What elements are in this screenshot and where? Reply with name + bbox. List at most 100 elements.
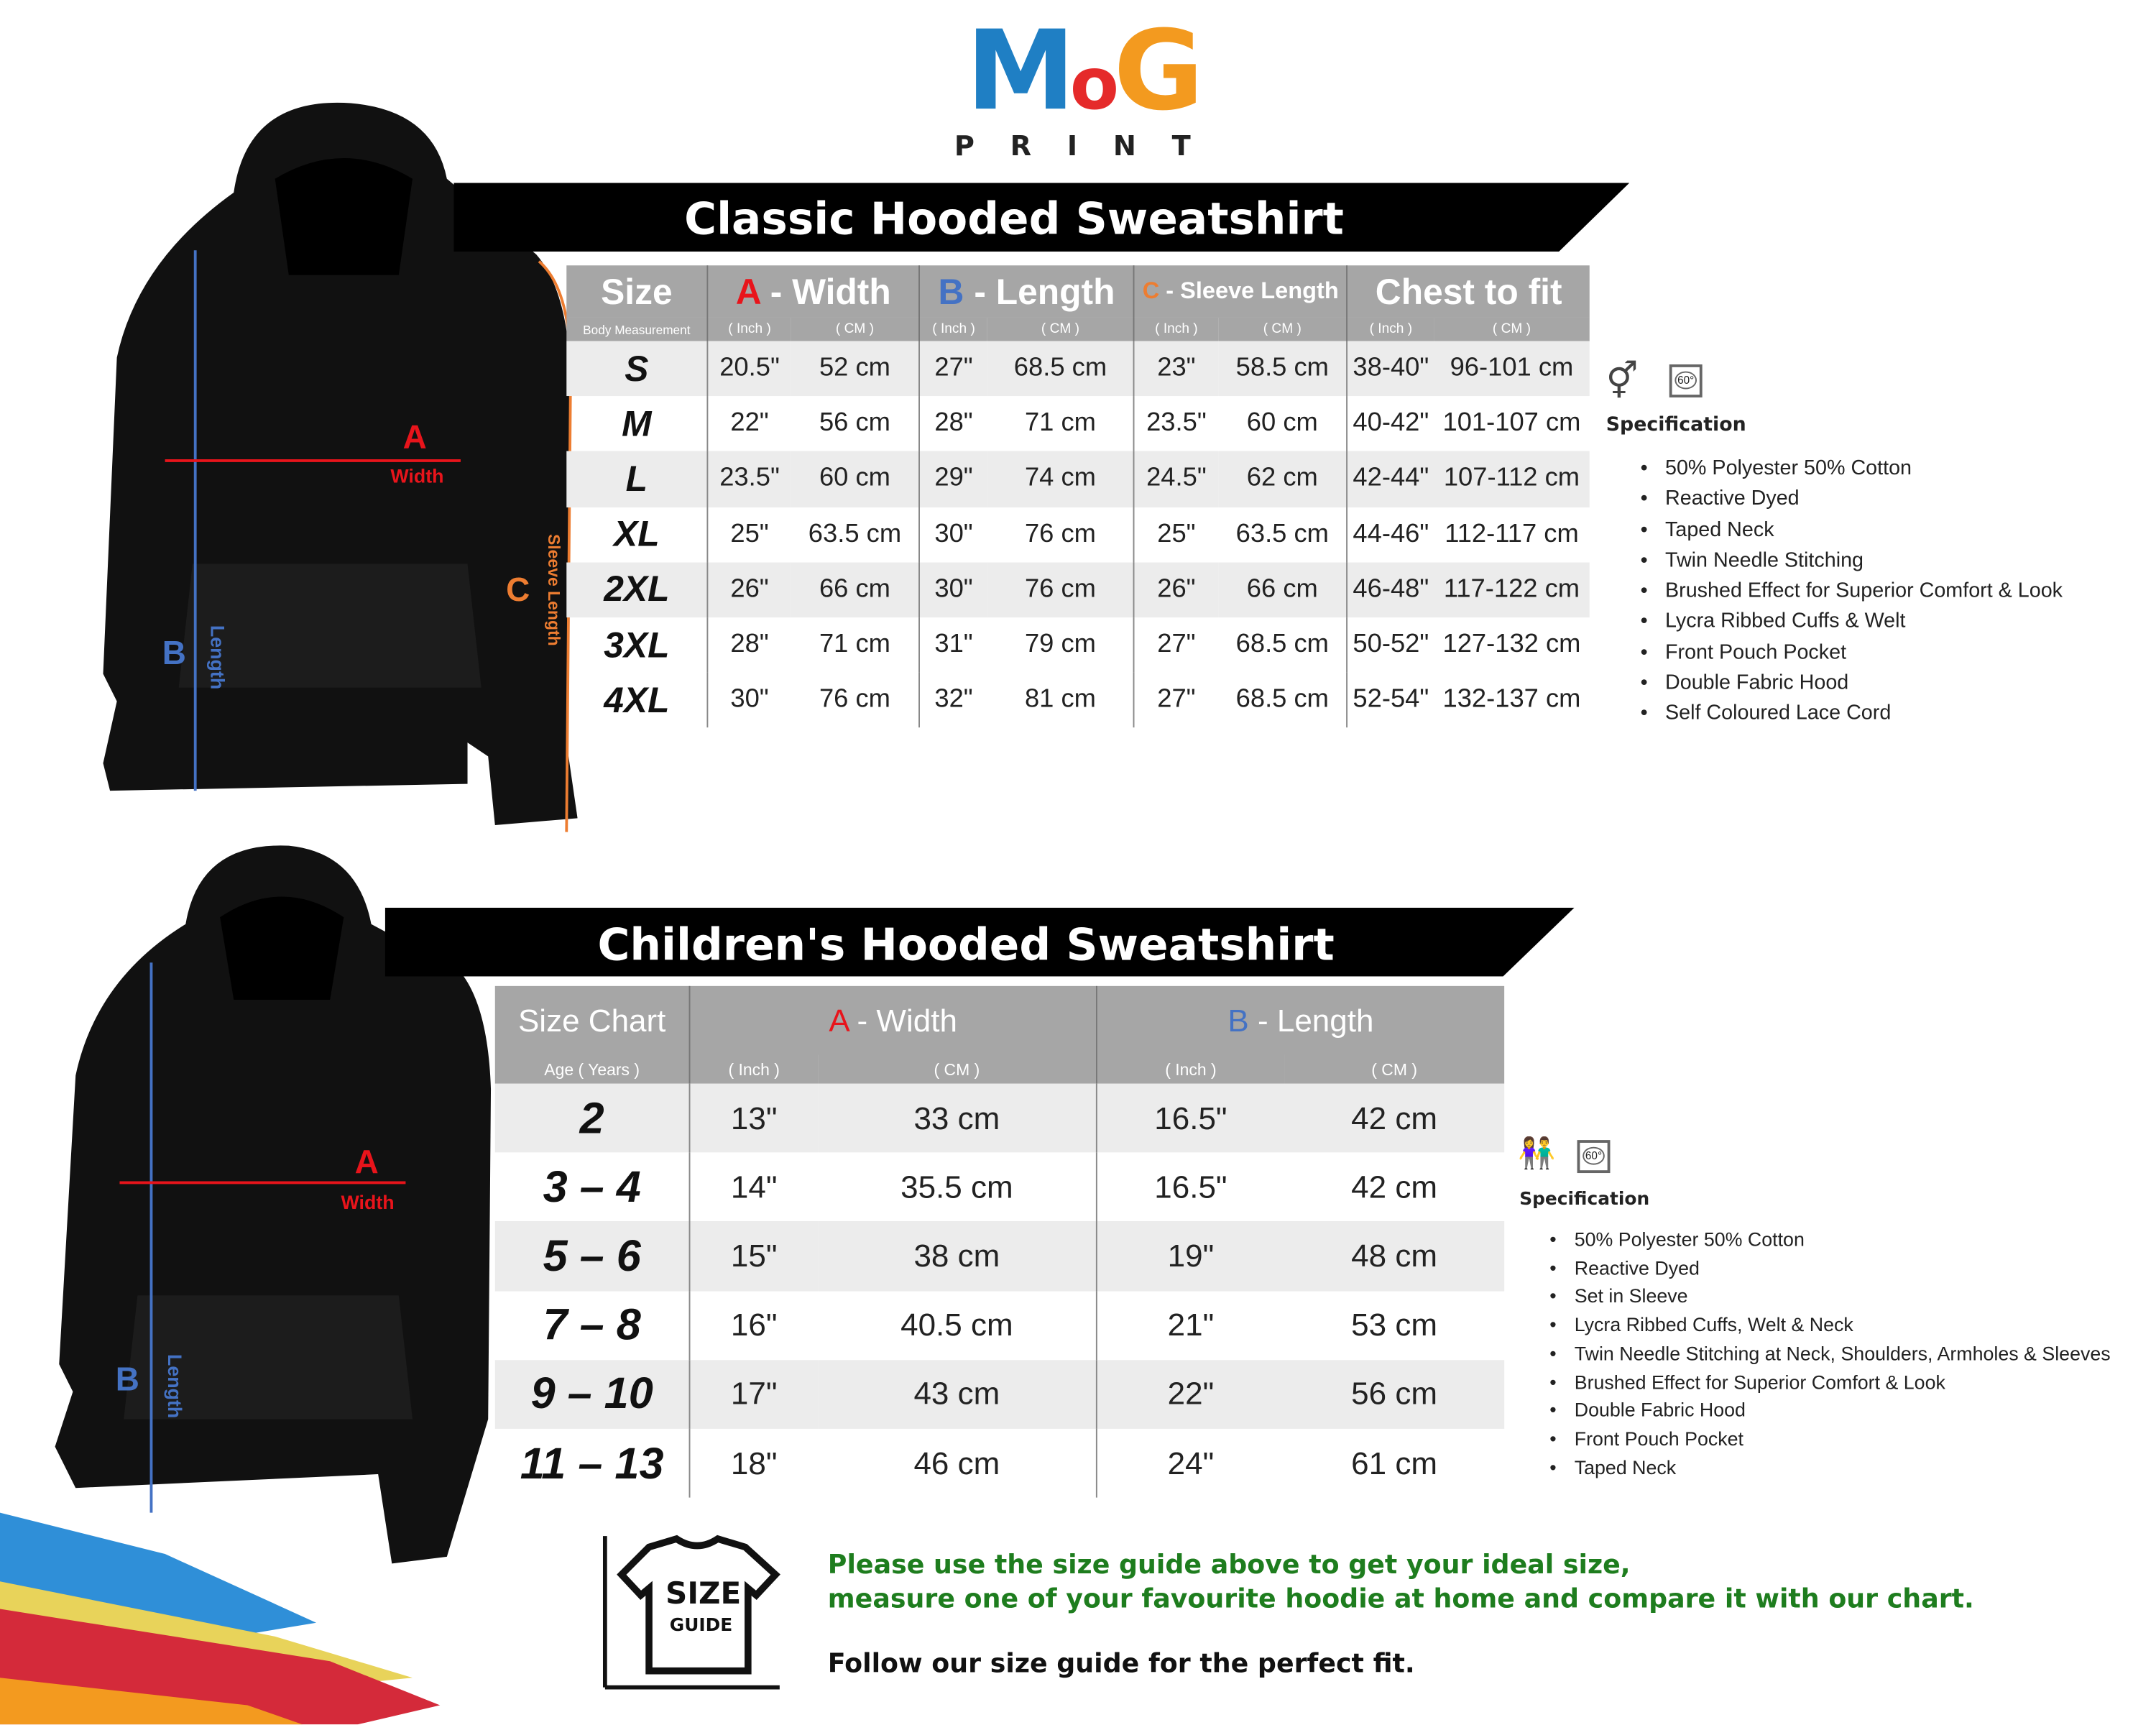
adult-width-label: Width	[390, 464, 444, 487]
size-cell: L	[566, 451, 708, 507]
value-cell: 68.5 cm	[987, 341, 1134, 397]
value-cell: 24.5"	[1133, 451, 1219, 507]
unit-label: ( CM )	[987, 317, 1134, 341]
adult-hoodie-image	[103, 102, 578, 832]
value-cell: 96-101 cm	[1434, 341, 1590, 397]
value-cell: 18"	[688, 1428, 818, 1498]
value-cell: 29"	[918, 451, 987, 507]
table-row: 7 – 8 16" 40.5 cm 21" 53 cm	[495, 1290, 1504, 1360]
value-cell: 66 cm	[791, 562, 920, 617]
guide-text-line-2: measure one of your favourite hoodie at …	[827, 1584, 1974, 1615]
adult-sleeve-label: Sleeve Length	[544, 533, 563, 646]
size-cell: S	[566, 341, 708, 397]
spec-item: Front Pouch Pocket	[1641, 638, 2063, 668]
value-cell: 60 cm	[1246, 408, 1318, 438]
table-row: L 23.5" 60 cm 29" 74 cm 24.5" 62 cm 42-44" 107-1…	[566, 451, 1590, 507]
unit-label: ( Inch )	[706, 317, 791, 341]
kids-length-label: Length	[164, 1353, 186, 1419]
age-subheader: Age ( Years )	[494, 1054, 690, 1084]
value-cell: 23.5"	[1133, 396, 1219, 452]
value-cell: 38-40"	[1346, 341, 1434, 397]
wash-60-icon: 60°	[1669, 364, 1703, 397]
value-cell: 13"	[688, 1083, 818, 1153]
value-cell: 14"	[688, 1152, 818, 1222]
value-cell: 60 cm	[791, 451, 920, 507]
value-cell: 117-122 cm	[1434, 562, 1590, 617]
value-cell: 74 cm	[987, 451, 1134, 507]
spec-item: 50% Polyester 50% Cotton	[1549, 1225, 2111, 1254]
spec-item: Taped Neck	[1641, 515, 2063, 546]
value-cell: 32"	[918, 672, 987, 728]
kids-width-label: Width	[341, 1190, 395, 1213]
spec-item: Twin Needle Stitching at Neck, Shoulders…	[1549, 1339, 2110, 1368]
value-cell: 79 cm	[1024, 630, 1096, 659]
spec-item: Brushed Effect for Superior Comfort & Lo…	[1641, 576, 2063, 607]
value-cell: 16"	[688, 1290, 818, 1360]
adult-a-marker: A	[402, 419, 427, 457]
spec-item: Reactive Dyed	[1641, 484, 2063, 515]
spec-item: Double Fabric Hood	[1641, 668, 2063, 699]
size-cell: XL	[614, 512, 660, 555]
size-cell: 3XL	[604, 623, 670, 666]
size-subheader: Body Measurement	[566, 317, 708, 341]
value-cell: 56 cm	[819, 408, 890, 438]
value-cell: 24"	[1095, 1428, 1285, 1498]
size-cell: 2XL	[566, 562, 708, 617]
kids-hoodie-image	[55, 845, 492, 1564]
sleeve-header: C - Sleeve Length	[1133, 265, 1348, 318]
kids-spec-title: Specification	[1519, 1190, 1650, 1210]
value-cell: 22"	[1095, 1359, 1285, 1429]
table-row: 5 – 6 15" 38 cm 19" 48 cm	[494, 1221, 1505, 1291]
unit-label: ( Inch )	[1095, 1054, 1285, 1084]
spec-item: Brushed Effect for Superior Comfort & Lo…	[1549, 1368, 2111, 1397]
age-cell: 2	[494, 1083, 690, 1153]
value-cell: 44-46"	[1346, 507, 1434, 563]
value-cell: 56 cm	[1284, 1359, 1505, 1429]
unisex-icon: ⚥	[1606, 360, 1639, 402]
kids-spec-list: 50% Polyester 50% CottonReactive DyedSet…	[1549, 1225, 2111, 1482]
size-cell: M	[622, 402, 652, 444]
spec-item: Lycra Ribbed Cuffs & Welt	[1641, 607, 2063, 638]
spec-item: Lycra Ribbed Cuffs, Welt & Neck	[1549, 1311, 2111, 1340]
value-cell: 52 cm	[791, 341, 920, 397]
table-row: 2XL 26" 66 cm 30" 76 cm 26" 66 cm 46-48" 117-122…	[566, 562, 1590, 617]
value-cell: 48 cm	[1284, 1221, 1505, 1291]
logo-wordmark: MoG	[966, 6, 1204, 135]
spec-item: Reactive Dyed	[1549, 1254, 2111, 1282]
table-row: 11 – 13 18" 46 cm 24" 61 cm	[495, 1428, 1504, 1498]
age-cell: 5 – 6	[494, 1221, 690, 1291]
adult-c-marker: C	[506, 571, 530, 610]
table-row: 9 – 10 17" 43 cm 22" 56 cm	[494, 1359, 1505, 1429]
spec-item: Front Pouch Pocket	[1549, 1425, 2111, 1453]
spec-item: Double Fabric Hood	[1549, 1396, 2111, 1425]
value-cell: 76 cm	[819, 685, 890, 714]
age-cell: 7 – 8	[543, 1300, 641, 1350]
logo: MoG PRINT	[952, 6, 1213, 162]
value-cell: 40.5 cm	[900, 1306, 1013, 1343]
age-cell: 9 – 10	[494, 1359, 690, 1429]
value-cell: 62 cm	[1218, 451, 1348, 507]
unit-label: ( Inch )	[1133, 317, 1219, 341]
value-cell: 27"	[1133, 672, 1219, 728]
table-row: 2 13" 33 cm 16.5" 42 cm	[494, 1083, 1505, 1153]
size-guide-icon-text-2: GUIDE	[669, 1616, 733, 1637]
unit-label: ( Inch )	[918, 317, 987, 341]
age-cell: 11 – 13	[520, 1438, 664, 1488]
value-cell: 23.5"	[706, 451, 791, 507]
adult-size-table: Size A - Width B - Length C - Sleeve Len…	[566, 265, 1590, 728]
value-cell: 25"	[1133, 507, 1219, 563]
value-cell: 63.5 cm	[1235, 519, 1329, 548]
unit-label: ( CM )	[1434, 317, 1590, 341]
adult-length-label: Length	[206, 625, 229, 690]
adult-title: Classic Hooded Sweatshirt	[684, 192, 1344, 245]
value-cell: 31"	[918, 617, 987, 673]
wash-60-icon: 60°	[1577, 1140, 1611, 1174]
kids-b-marker: B	[115, 1361, 139, 1399]
value-cell: 35.5 cm	[900, 1168, 1013, 1205]
value-cell: 23"	[1133, 341, 1219, 397]
value-cell: 28"	[918, 396, 987, 452]
value-cell: 19"	[1095, 1221, 1285, 1291]
table-row: 3 – 4 14" 35.5 cm 16.5" 42 cm	[495, 1152, 1504, 1222]
value-cell: 63.5 cm	[808, 519, 902, 548]
value-cell: 20.5"	[706, 341, 791, 397]
